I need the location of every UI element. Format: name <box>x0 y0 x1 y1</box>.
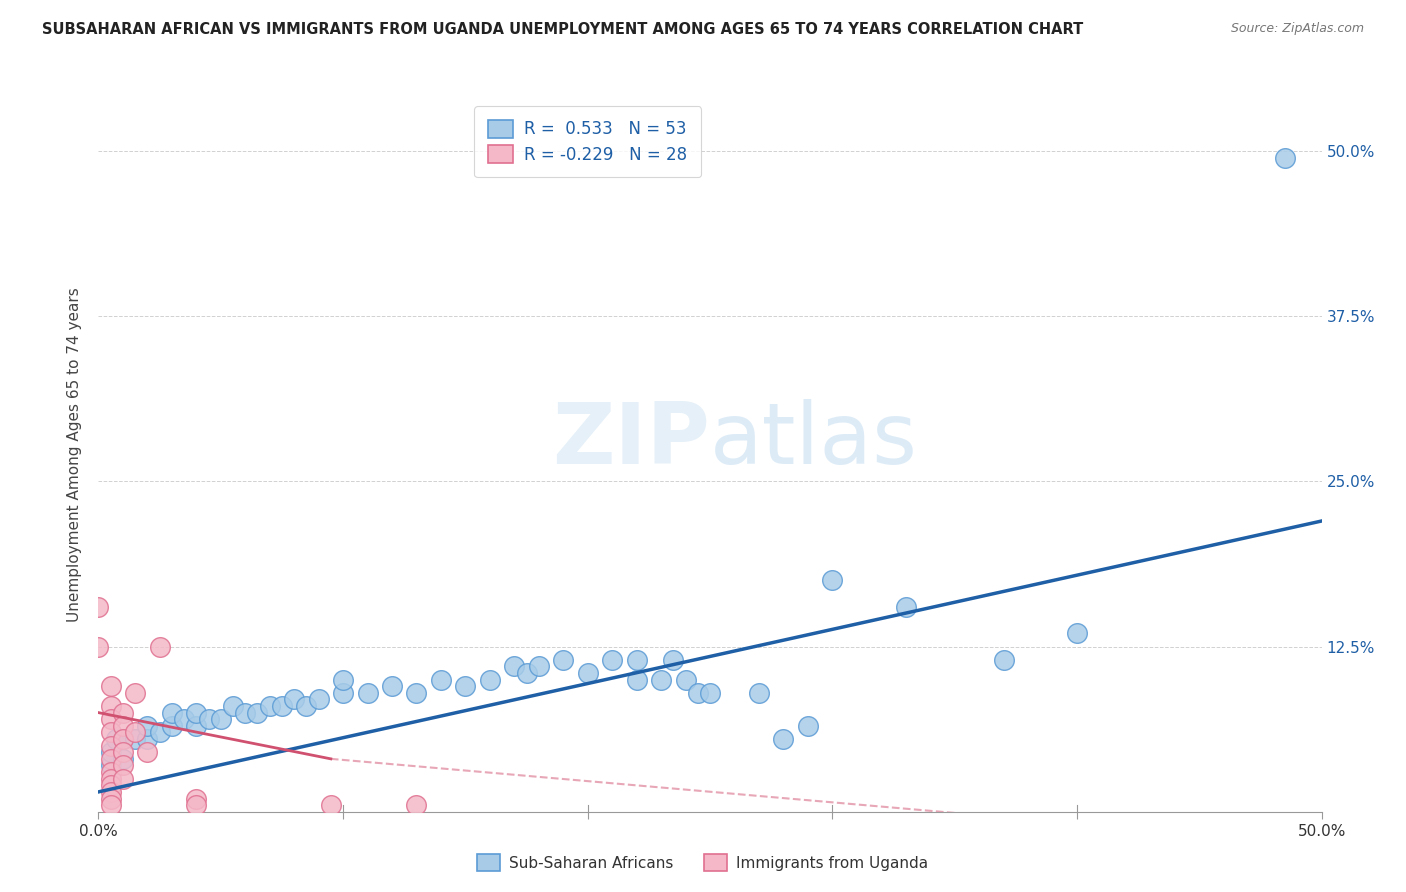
Point <box>111 772 134 786</box>
Point <box>186 706 208 720</box>
Point <box>319 798 342 813</box>
Point <box>246 706 269 720</box>
Point <box>454 679 477 693</box>
Point <box>111 752 134 766</box>
Point <box>87 640 110 654</box>
Point <box>626 653 648 667</box>
Point <box>100 765 122 780</box>
Point <box>124 725 146 739</box>
Point <box>332 686 354 700</box>
Point <box>111 719 134 733</box>
Point <box>527 659 550 673</box>
Point <box>894 599 917 614</box>
Legend: R =  0.533   N = 53, R = -0.229   N = 28: R = 0.533 N = 53, R = -0.229 N = 28 <box>474 106 702 178</box>
Point <box>222 698 245 713</box>
Point <box>295 698 318 713</box>
Point <box>87 599 110 614</box>
Point <box>160 719 183 733</box>
Point <box>100 772 122 786</box>
Point <box>111 732 134 747</box>
Point <box>111 706 134 720</box>
Point <box>283 692 305 706</box>
Point <box>124 732 146 747</box>
Point <box>1274 151 1296 165</box>
Point <box>160 706 183 720</box>
Point <box>136 745 159 759</box>
Point <box>650 673 672 687</box>
Point <box>662 653 685 667</box>
Point <box>186 798 208 813</box>
Point <box>270 698 294 713</box>
Text: Source: ZipAtlas.com: Source: ZipAtlas.com <box>1230 22 1364 36</box>
Point <box>515 665 537 680</box>
Point <box>111 745 134 759</box>
Point <box>381 679 404 693</box>
Point <box>503 659 526 673</box>
Point <box>100 739 122 753</box>
Point <box>209 712 232 726</box>
Point <box>675 673 697 687</box>
Point <box>136 732 159 747</box>
Point <box>197 712 219 726</box>
Y-axis label: Unemployment Among Ages 65 to 74 years: Unemployment Among Ages 65 to 74 years <box>67 287 83 623</box>
Point <box>173 712 195 726</box>
Text: atlas: atlas <box>710 399 918 483</box>
Point <box>553 653 575 667</box>
Point <box>1066 626 1088 640</box>
Point <box>186 791 208 805</box>
Point <box>100 698 122 713</box>
Point <box>233 706 256 720</box>
Point <box>149 640 172 654</box>
Point <box>993 653 1015 667</box>
Point <box>430 673 453 687</box>
Point <box>100 745 122 759</box>
Point <box>259 698 281 713</box>
Point <box>100 778 122 792</box>
Point <box>149 725 172 739</box>
Point <box>748 686 770 700</box>
Point <box>100 785 122 799</box>
Point <box>405 686 427 700</box>
Point <box>797 719 820 733</box>
Text: SUBSAHARAN AFRICAN VS IMMIGRANTS FROM UGANDA UNEMPLOYMENT AMONG AGES 65 TO 74 YE: SUBSAHARAN AFRICAN VS IMMIGRANTS FROM UG… <box>42 22 1084 37</box>
Point <box>772 732 794 747</box>
Point <box>356 686 378 700</box>
Point <box>100 791 122 805</box>
Legend: Sub-Saharan Africans, Immigrants from Uganda: Sub-Saharan Africans, Immigrants from Ug… <box>468 845 938 880</box>
Text: ZIP: ZIP <box>553 399 710 483</box>
Point <box>600 653 623 667</box>
Point <box>136 719 159 733</box>
Point <box>332 673 354 687</box>
Point <box>104 732 127 747</box>
Point <box>100 798 122 813</box>
Point <box>821 574 844 588</box>
Point <box>100 679 122 693</box>
Point <box>111 732 134 747</box>
Point <box>699 686 721 700</box>
Point <box>626 673 648 687</box>
Point <box>405 798 427 813</box>
Point <box>478 673 501 687</box>
Point <box>111 758 134 772</box>
Point <box>308 692 330 706</box>
Point <box>100 752 122 766</box>
Point <box>686 686 709 700</box>
Point <box>100 758 122 772</box>
Point <box>100 725 122 739</box>
Point <box>100 712 122 726</box>
Point <box>186 719 208 733</box>
Point <box>576 665 599 680</box>
Point <box>124 686 146 700</box>
